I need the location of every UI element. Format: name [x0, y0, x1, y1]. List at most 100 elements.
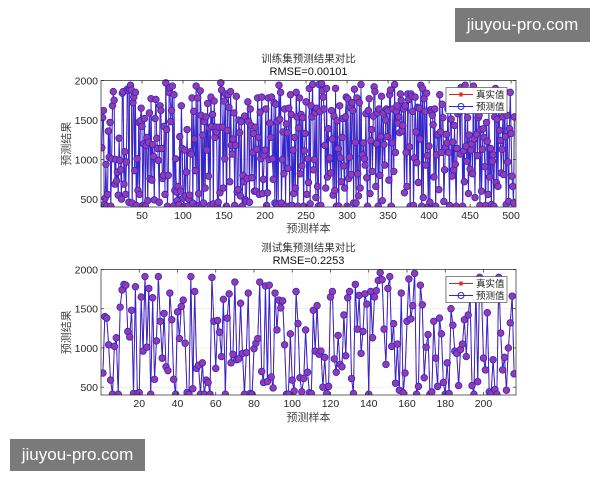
data-point-predicted	[356, 184, 364, 192]
data-point-predicted	[397, 289, 405, 297]
data-point-predicted	[372, 182, 380, 191]
data-point-predicted	[351, 280, 360, 289]
data-point-predicted	[276, 88, 285, 97]
data-point-predicted	[401, 102, 409, 110]
data-point-predicted	[127, 306, 136, 314]
data-point-predicted	[463, 157, 471, 165]
data-point-predicted	[372, 140, 381, 148]
data-point-predicted	[310, 155, 318, 164]
data-point-predicted	[342, 352, 350, 360]
data-point-predicted	[283, 128, 291, 137]
data-point-predicted	[170, 91, 178, 99]
data-point-predicted	[292, 287, 300, 296]
data-point-predicted	[330, 355, 339, 363]
data-point-predicted	[236, 299, 245, 307]
chart-subtitle-rmse: RMSE=0.00101	[270, 66, 348, 78]
data-point-predicted	[320, 105, 328, 113]
data-point-predicted	[381, 116, 390, 124]
data-point-predicted	[254, 334, 262, 343]
data-point-predicted	[265, 281, 273, 289]
data-point-predicted	[486, 144, 495, 153]
data-point-predicted	[278, 297, 287, 305]
data-point-predicted	[248, 174, 256, 182]
data-point-predicted	[378, 196, 387, 205]
data-point-predicted	[208, 110, 217, 119]
data-point-predicted	[185, 390, 193, 395]
data-point-predicted	[381, 161, 389, 169]
data-point-predicted	[407, 315, 415, 323]
data-point-predicted	[202, 113, 210, 121]
data-point-predicted	[420, 374, 428, 382]
data-point-predicted	[280, 170, 288, 178]
data-point-predicted	[201, 184, 209, 192]
data-point-predicted	[439, 113, 447, 122]
data-point-predicted	[321, 141, 329, 150]
data-point-predicted	[266, 119, 274, 127]
data-point-predicted	[292, 88, 300, 97]
plot-area	[101, 79, 516, 207]
data-point-predicted	[422, 161, 430, 169]
data-point-predicted	[498, 145, 506, 153]
data-point-predicted	[393, 102, 401, 110]
data-point-predicted	[447, 305, 455, 313]
data-point-predicted	[109, 87, 118, 96]
data-point-predicted	[173, 308, 182, 316]
data-point-predicted	[153, 134, 161, 142]
data-point-predicted	[296, 170, 304, 178]
data-point-predicted	[481, 366, 490, 374]
data-point-predicted	[177, 302, 186, 311]
data-point-predicted	[309, 166, 318, 174]
data-point-predicted	[416, 135, 424, 143]
legend-circle-icon	[457, 292, 465, 299]
data-point-predicted	[107, 202, 115, 207]
data-point-predicted	[135, 190, 144, 199]
x-tick-label: 100	[283, 398, 301, 410]
x-tick-label: 80	[248, 398, 260, 410]
data-point-predicted	[182, 168, 190, 176]
data-point-predicted	[445, 389, 453, 395]
data-point-predicted	[467, 146, 475, 154]
data-point-predicted	[189, 107, 198, 116]
data-point-predicted	[447, 115, 455, 123]
data-point-predicted	[494, 182, 502, 191]
data-point-predicted	[285, 104, 293, 112]
data-point-predicted	[510, 113, 516, 121]
data-point-predicted	[357, 349, 365, 358]
y-tick-label: 1500	[75, 304, 99, 316]
data-point-predicted	[500, 353, 509, 362]
data-point-predicted	[391, 379, 400, 387]
data-point-predicted	[290, 387, 298, 395]
data-point-predicted	[502, 386, 511, 394]
y-tick-label: 2000	[75, 265, 99, 277]
data-point-predicted	[154, 156, 163, 165]
data-point-predicted	[489, 151, 497, 159]
data-point-predicted	[376, 171, 384, 180]
data-point-predicted	[413, 159, 421, 167]
data-point-predicted	[149, 152, 158, 161]
data-point-predicted	[363, 174, 371, 182]
data-point-predicted	[350, 85, 359, 93]
data-point-predicted	[263, 189, 272, 197]
data-point-predicted	[416, 281, 425, 289]
data-point-predicted	[483, 308, 492, 317]
chart-title: 测试集预测结果对比	[261, 241, 356, 254]
y-tick-label: 1000	[75, 155, 99, 167]
data-point-predicted	[226, 177, 234, 186]
data-point-predicted	[280, 341, 289, 349]
data-point-predicted	[147, 390, 155, 395]
data-point-predicted	[361, 161, 369, 169]
data-point-predicted	[400, 189, 409, 197]
data-point-predicted	[131, 283, 140, 291]
data-point-predicted	[301, 129, 309, 138]
data-point-predicted	[501, 132, 510, 141]
data-point-predicted	[412, 390, 421, 395]
data-point-predicted	[368, 334, 377, 342]
data-point-predicted	[383, 132, 391, 141]
x-tick-label: 350	[379, 210, 397, 222]
data-point-predicted	[422, 343, 430, 351]
data-point-predicted	[324, 382, 333, 391]
data-point-predicted	[331, 84, 340, 93]
data-point-predicted	[465, 131, 473, 139]
watermark-top-right: jiuyou-pro.com	[455, 8, 590, 42]
data-point-predicted	[121, 190, 130, 199]
